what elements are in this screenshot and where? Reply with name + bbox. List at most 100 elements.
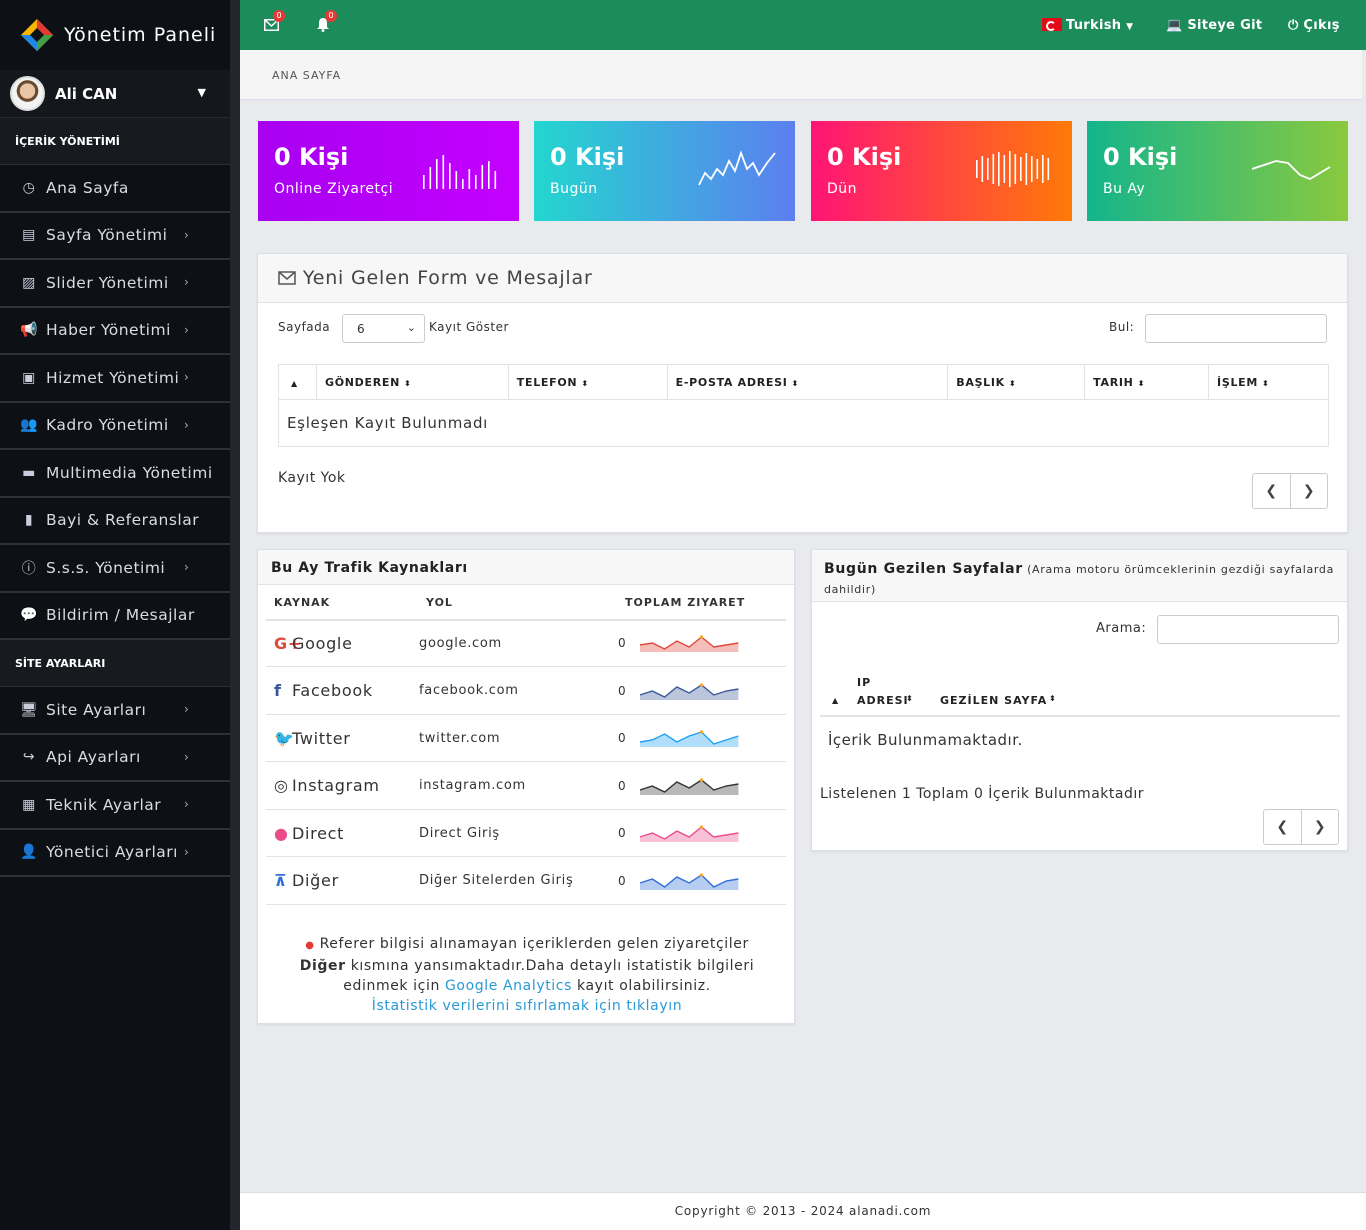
mail-button[interactable]: 0 [264,10,285,35]
sidebar-item-12[interactable]: ▦ Teknik Ayarlar › [0,782,230,830]
forms-pagination: ❮ ❯ [1252,473,1328,509]
forms-col-2[interactable]: TELEFON ⬍ [507,364,668,400]
chevron-down-icon: ▼ [197,86,206,99]
spark-line [698,150,776,186]
sidebar-item-9[interactable]: 💬 Bildirim / Mesajlar [0,593,230,640]
forms-col-0[interactable]: ▲ [278,364,317,400]
traffic-path: google.com [419,635,502,651]
sidebar-item-5[interactable]: 👥 Kadro Yönetimi › [0,403,230,450]
spark-bar [992,154,995,184]
briefcase-icon: ▣ [22,369,36,386]
sidebar-item-13[interactable]: 👤 Yönetici Ayarları › [0,830,230,877]
previous-page-button[interactable]: ❮ [1264,810,1302,844]
topbar: 0 0 Turkish ▼ 💻 Siteye Git ⏻ Çıkış [240,0,1366,50]
google-analytics-link[interactable]: Google Analytics [444,978,572,994]
spark-bar [1042,155,1044,183]
spark-bar [987,158,989,180]
search-input[interactable] [1145,314,1327,343]
sort-up-icon[interactable]: ▲ [832,696,840,705]
stat-card-1: 0 Kişi Bugün [534,121,795,221]
sitemap-icon: ⊼ [274,871,288,890]
spark-bar [449,163,451,189]
stat-value: 0 Kişi [274,143,349,171]
dribbble-icon: ● [274,823,289,843]
turkey-flag-icon [1042,18,1062,31]
sidebar-item-3[interactable]: 📢 Haber Yönetimi › [0,308,230,355]
sidebar-item-2[interactable]: ▨ Slider Yönetimi › [0,260,230,308]
chevron-right-icon: › [184,417,190,432]
sidebar-item-label: Api Ayarları [46,748,141,767]
page-size-select[interactable]: 6 ⌄ [342,314,425,343]
stat-value: 0 Kişi [550,143,625,171]
spark-bar [1003,155,1006,183]
logo[interactable]: Yönetim Paneli [0,0,230,70]
forms-col-1[interactable]: GÖNDEREN ⬍ [315,364,509,400]
sort-icon[interactable]: ⬍ [1049,694,1057,703]
traffic-note-line3: edinmek için [343,978,440,994]
traffic-source-name: Google [292,633,353,653]
previous-page-button[interactable]: ❮ [1253,474,1291,508]
traffic-sparkline [640,825,739,842]
sidebar-item-label: Teknik Ayarlar [46,795,162,814]
table-icon: ▦ [22,796,36,813]
forms-col-5[interactable]: TARIH ⬍ [1084,364,1210,400]
user-menu[interactable]: Ali CAN ▼ [0,70,230,118]
traffic-sparkline [640,872,739,890]
visit-site-link[interactable]: 💻 Siteye Git [1166,18,1262,33]
sidebar-item-4[interactable]: ▣ Hizmet Yönetimi › [0,355,230,403]
sparkline-area [640,874,739,890]
reset-stats-link[interactable]: İstatistik verilerini sıfırlamak için tı… [371,998,683,1014]
sidebar-item-10[interactable]: 🖥 Site Ayarları › [0,687,230,735]
forms-col-4[interactable]: BAŞLIK ⬍ [947,364,1086,400]
sparkline-peak [699,777,704,782]
forms-col-6[interactable]: İŞLEM ⬍ [1208,364,1329,400]
image-icon: ▨ [22,274,36,291]
col-ip-line1[interactable]: IP [857,676,872,689]
sidebar-item-1[interactable]: ▤ Sayfa Yönetimi › [0,213,230,260]
sidebar-item-0[interactable]: ◷ Ana Sayfa [0,165,230,213]
traffic-count: 0 [618,778,626,793]
notification-button[interactable]: 0 [316,10,337,36]
next-page-button[interactable]: ❯ [1302,483,1315,499]
sparkline-area [640,684,739,700]
traffic-note-line1: Referer bilgisi alınamayan içeriklerden … [319,936,749,952]
logout-label: Çıkış [1303,18,1340,33]
sparkline-line [640,826,739,840]
sort-icon[interactable]: ⬍ [906,694,914,703]
sidebar-item-11[interactable]: ↪ Api Ayarları › [0,735,230,782]
pages-table-header: ▲ IP ADRESI ⬍ GEZİLEN SAYFA ⬍ [820,672,1340,717]
sparkline-line [640,873,739,888]
visited-pages-panel: Bugün Gezilen Sayfalar (Arama motoru örü… [811,549,1348,851]
sidebar-item-8[interactable]: ⓘ S.s.s. Yönetimi › [0,545,230,593]
col-page[interactable]: GEZİLEN SAYFA [940,694,1048,707]
traffic-path: twitter.com [419,730,501,746]
logout-link[interactable]: ⏻ Çıkış [1288,18,1340,33]
spark-line [1251,160,1331,181]
traffic-source-name: Direct [292,823,345,843]
traffic-panel-title: Bu Ay Trafik Kaynakları [258,550,794,585]
traffic-path: instagram.com [419,778,526,793]
next-page-button[interactable]: ❯ [1313,819,1326,835]
sparkline-area [640,779,739,795]
traffic-header-divider [266,619,786,621]
spark-bar [1031,156,1033,182]
share-icon: ↪ [22,749,36,766]
pages-search-input[interactable] [1157,615,1339,644]
spark-bar [976,160,978,178]
mail-badge: 0 [273,10,285,22]
language-dropdown[interactable]: Turkish ▼ [1042,18,1133,33]
chevron-right-icon: › [184,370,190,384]
col-ip-line2[interactable]: ADRESI [857,694,909,707]
traffic-count: 0 [618,826,626,840]
stat-label: Online Ziyaretçi [274,181,394,197]
sidebar-item-7[interactable]: ▮ Bayi & Referanslar [0,498,230,545]
sparkline-line [640,636,739,650]
sidebar-item-6[interactable]: ▬ Multimedia Yönetimi [0,450,230,498]
sidebar-item-label: Kadro Yönetimi [46,416,169,435]
traffic-col-total: TOPLAM ZIYARET [625,596,746,609]
bell-icon [317,18,329,32]
traffic-source-name: Diğer [292,871,339,890]
sidebar: Yönetim Paneli Ali CAN ▼ İÇERİK YÖNETİMİ… [0,0,240,1230]
forms-col-3[interactable]: E-POSTA ADRESI ⬍ [666,364,949,400]
sparkline-peak [699,872,704,877]
